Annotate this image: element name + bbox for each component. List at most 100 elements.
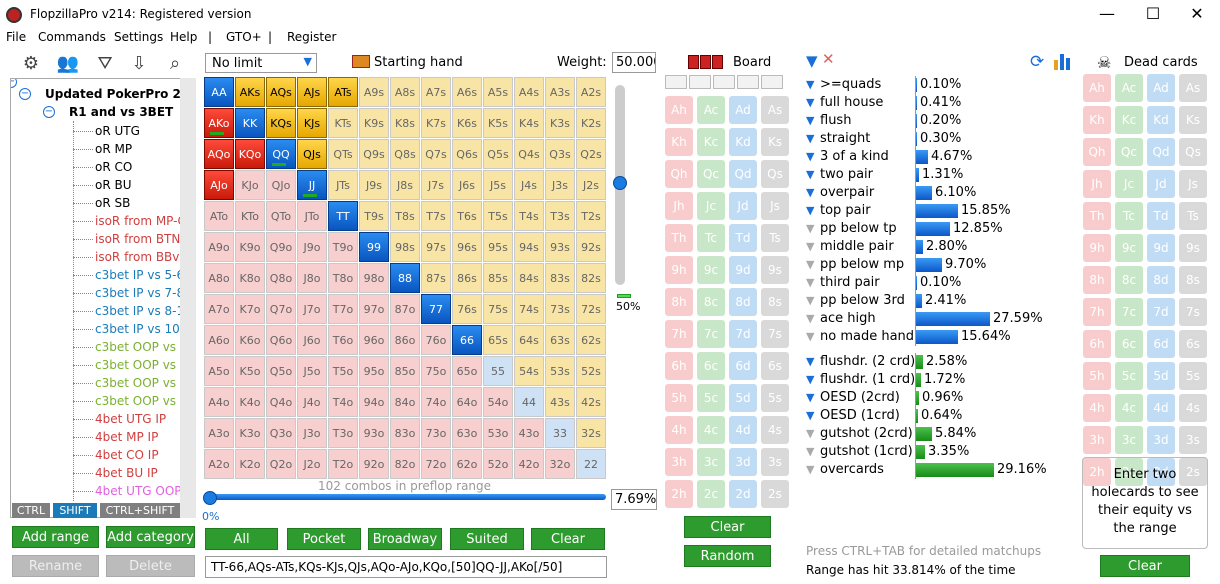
board-card[interactable]: Js: [761, 192, 789, 220]
search-icon[interactable]: ⌕: [169, 53, 181, 74]
filter-icon[interactable]: ▼: [806, 294, 815, 307]
hand-cell[interactable]: JTo: [297, 201, 327, 231]
board-card[interactable]: 6h: [665, 352, 693, 380]
hand-cell[interactable]: QQ: [266, 139, 296, 169]
dead-card[interactable]: Qh: [1083, 138, 1111, 166]
board-card[interactable]: 2h: [665, 480, 693, 508]
dead-card[interactable]: 3d: [1147, 426, 1175, 454]
hand-cell[interactable]: 84s: [514, 263, 544, 293]
hand-cell[interactable]: J2o: [297, 449, 327, 479]
dead-card[interactable]: 3h: [1083, 426, 1111, 454]
hand-cell[interactable]: ATs: [328, 77, 358, 107]
board-card[interactable]: Qd: [729, 160, 757, 188]
hand-cell[interactable]: 55: [483, 356, 513, 386]
tree-item[interactable]: 4bet MP IP: [95, 430, 159, 444]
hand-cell[interactable]: Q2s: [576, 139, 606, 169]
hand-cell[interactable]: 87s: [421, 263, 451, 293]
hand-cell[interactable]: KJo: [235, 170, 265, 200]
board-card[interactable]: 2s: [761, 480, 789, 508]
dead-clear-button[interactable]: Clear: [1100, 555, 1190, 577]
hand-cell[interactable]: 43o: [514, 418, 544, 448]
filter-icon[interactable]: ▼: [806, 204, 815, 217]
hand-cell[interactable]: 87o: [390, 294, 420, 324]
hand-cell[interactable]: 97o: [359, 294, 389, 324]
dead-card[interactable]: 3c: [1115, 426, 1143, 454]
board-card[interactable]: Kc: [697, 128, 725, 156]
hand-cell[interactable]: 54s: [514, 356, 544, 386]
hand-cell[interactable]: J4o: [297, 387, 327, 417]
hand-cell[interactable]: 62s: [576, 325, 606, 355]
board-card[interactable]: 7d: [729, 320, 757, 348]
board-slot[interactable]: [665, 75, 687, 89]
hand-cell[interactable]: J8s: [390, 170, 420, 200]
hand-cell[interactable]: K9o: [235, 232, 265, 262]
hand-cell[interactable]: J9s: [359, 170, 389, 200]
hand-cell[interactable]: K6s: [452, 108, 482, 138]
clear-filter-icon[interactable]: ✕: [822, 50, 835, 68]
hand-cell[interactable]: A6o: [204, 325, 234, 355]
hand-cell[interactable]: ATo: [204, 201, 234, 231]
dead-card[interactable]: Js: [1179, 170, 1207, 198]
dead-card[interactable]: 2h: [1083, 458, 1111, 486]
hand-cell[interactable]: T3o: [328, 418, 358, 448]
hand-cell[interactable]: 43s: [545, 387, 575, 417]
stat-row[interactable]: ▼ pp below 3rd 2.41%: [806, 292, 1206, 310]
hand-cell[interactable]: QTs: [328, 139, 358, 169]
range-slider-knob[interactable]: [203, 491, 217, 505]
stat-row[interactable]: ▼ overcards 29.16%: [806, 461, 1206, 479]
tree-item[interactable]: isoR from BTN-B: [95, 232, 193, 246]
dead-card[interactable]: Jc: [1115, 170, 1143, 198]
stat-row[interactable]: ▼ middle pair 2.80%: [806, 238, 1206, 256]
filter-icon[interactable]: ▼: [806, 276, 815, 289]
hand-cell[interactable]: 97s: [421, 232, 451, 262]
stat-row[interactable]: ▼ full house 0.41%: [806, 94, 1206, 112]
hand-cell[interactable]: 85s: [483, 263, 513, 293]
board-card[interactable]: 9c: [697, 256, 725, 284]
minimize-button[interactable]: —: [1099, 4, 1115, 23]
menu-gtoplus[interactable]: GTO+: [226, 30, 262, 44]
filter-icon[interactable]: ▼: [806, 373, 815, 386]
tree-item[interactable]: oR MP: [95, 142, 133, 156]
stat-row[interactable]: ▼ no made hand 15.64%: [806, 328, 1206, 346]
dead-card[interactable]: 5h: [1083, 362, 1111, 390]
tree-item[interactable]: oR UTG: [95, 124, 140, 138]
tree-item[interactable]: oR SB: [95, 196, 131, 210]
dead-card[interactable]: 9d: [1147, 234, 1175, 262]
hand-cell[interactable]: K9s: [359, 108, 389, 138]
hand-cell[interactable]: A4s: [514, 77, 544, 107]
board-card[interactable]: 5d: [729, 384, 757, 412]
hand-cell[interactable]: 32s: [576, 418, 606, 448]
hand-cell[interactable]: J8o: [297, 263, 327, 293]
board-card[interactable]: 3c: [697, 448, 725, 476]
dead-card[interactable]: 8d: [1147, 266, 1175, 294]
hand-cell[interactable]: A6s: [452, 77, 482, 107]
hand-cell[interactable]: 75o: [421, 356, 451, 386]
tree-item[interactable]: 4bet UTG OOP: [95, 484, 182, 498]
filter-icon[interactable]: ▼: [806, 312, 815, 325]
hand-cell[interactable]: Q4o: [266, 387, 296, 417]
hand-cell[interactable]: 53s: [545, 356, 575, 386]
hand-cell[interactable]: K7o: [235, 294, 265, 324]
tree-group[interactable]: R1 and vs 3BET: [69, 105, 174, 119]
hand-cell[interactable]: 86s: [452, 263, 482, 293]
stat-row[interactable]: ▼ pp below mp 9.70%: [806, 256, 1206, 274]
weight-slider-knob[interactable]: [613, 176, 627, 190]
hand-cell[interactable]: Q3o: [266, 418, 296, 448]
hand-cell[interactable]: Q8o: [266, 263, 296, 293]
hand-cell[interactable]: 64s: [514, 325, 544, 355]
hand-cell[interactable]: 85o: [390, 356, 420, 386]
hand-cell[interactable]: Q5s: [483, 139, 513, 169]
dead-card[interactable]: 2c: [1115, 458, 1143, 486]
hand-cell[interactable]: 93o: [359, 418, 389, 448]
tree-item[interactable]: isoR from BBvsSB: [95, 250, 196, 264]
hand-cell[interactable]: T9s: [359, 201, 389, 231]
board-card[interactable]: 8c: [697, 288, 725, 316]
hand-cell[interactable]: 42s: [576, 387, 606, 417]
filter-icon[interactable]: ▼: [806, 445, 815, 458]
hand-cell[interactable]: Q6o: [266, 325, 296, 355]
hand-cell[interactable]: J5s: [483, 170, 513, 200]
stat-row[interactable]: ▼ two pair 1.31%: [806, 166, 1206, 184]
board-card[interactable]: 4c: [697, 416, 725, 444]
tree-item[interactable]: oR CO: [95, 160, 133, 174]
board-slot[interactable]: [689, 75, 711, 89]
